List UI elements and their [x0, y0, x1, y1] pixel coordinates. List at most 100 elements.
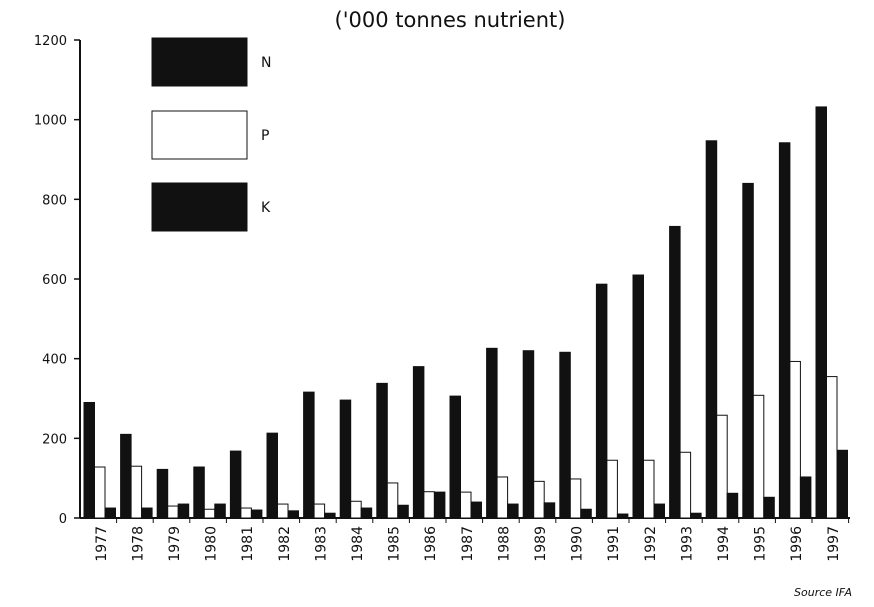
bar-n-1993 [669, 225, 681, 519]
bar-p-1986 [423, 491, 435, 519]
bar-n-1977 [83, 401, 95, 519]
bar-p-1981 [240, 507, 252, 519]
bar-k-1994 [726, 492, 739, 519]
bar-k-1997 [836, 449, 848, 519]
x-tick-label: 1990 [570, 526, 586, 562]
bar-p-1990 [569, 478, 582, 519]
bar-p-1996 [789, 360, 801, 519]
y-tick-label: 400 [42, 353, 67, 368]
source-note: Source IFA [794, 586, 852, 599]
y-tick-label: 1000 [34, 114, 67, 129]
bar-p-1985 [386, 482, 399, 519]
bar-k-1989 [543, 502, 556, 519]
x-tick-label: 1980 [204, 526, 220, 562]
bar-k-1993 [690, 512, 702, 519]
bar-n-1980 [193, 466, 205, 519]
legend-label-p: P [261, 128, 269, 144]
bar-k-1980 [214, 503, 226, 519]
bar-n-1978 [120, 433, 132, 519]
y-tick-label: 1200 [34, 34, 67, 49]
bar-p-1982 [277, 503, 289, 519]
bar-p-1988 [496, 476, 509, 519]
bar-n-1986 [412, 366, 425, 519]
x-tick-label: 1982 [277, 526, 293, 562]
bar-k-1985 [397, 504, 409, 519]
bar-n-1991 [595, 283, 608, 519]
x-tick-label: 1993 [679, 526, 695, 562]
bar-n-1987 [449, 395, 461, 519]
legend-swatch-n [151, 37, 248, 87]
bar-k-1996 [799, 476, 812, 519]
x-tick-label: 1979 [167, 526, 183, 562]
x-tick-label: 1988 [496, 526, 512, 562]
legend-swatch-p [151, 110, 248, 160]
bar-k-1990 [580, 508, 592, 519]
bar-n-1985 [376, 382, 388, 519]
x-tick-label: 1996 [789, 526, 805, 562]
x-tick-label: 1977 [94, 526, 110, 562]
bar-n-1979 [156, 468, 169, 519]
bar-k-1988 [507, 503, 519, 519]
bar-p-1987 [460, 491, 472, 519]
bar-p-1994 [716, 414, 728, 519]
bar-k-1984 [360, 507, 373, 519]
bar-p-1995 [752, 394, 765, 519]
x-tick-label: 1992 [643, 526, 659, 562]
bar-p-1979 [167, 505, 179, 519]
bar-n-1992 [632, 274, 644, 519]
y-tick-label: 0 [59, 512, 67, 527]
bar-p-1989 [533, 480, 545, 519]
bar-n-1981 [229, 450, 242, 519]
bar-p-1997 [826, 376, 838, 519]
bar-n-1988 [486, 347, 498, 519]
bar-k-1986 [433, 491, 446, 519]
y-tick-label: 800 [42, 193, 67, 208]
x-tick-label: 1981 [240, 526, 256, 562]
bar-p-1992 [643, 459, 655, 519]
bar-p-1991 [606, 459, 618, 519]
bar-p-1993 [679, 451, 692, 519]
x-tick-label: 1997 [826, 526, 842, 562]
bar-k-1982 [287, 510, 299, 519]
x-tick-label: 1983 [313, 526, 329, 562]
bar-k-1995 [763, 496, 775, 519]
chart-title: ('000 tonnes nutrient) [335, 8, 566, 32]
x-tick-label: 1984 [350, 526, 366, 562]
x-tick-label: 1978 [130, 526, 146, 562]
bar-p-1977 [94, 466, 106, 519]
plot-area: 0 200 400 600 800 1000 1200 1977 1978 1979 1980 198… [34, 34, 850, 562]
bar-k-1991 [616, 513, 629, 519]
bar-n-1994 [705, 140, 718, 519]
bar-k-1983 [324, 512, 336, 519]
bar-k-1979 [177, 503, 190, 519]
bar-p-1980 [203, 508, 216, 519]
bar-n-1983 [303, 391, 315, 519]
x-tick-label: 1987 [460, 526, 476, 562]
x-tick-label: 1991 [606, 526, 622, 562]
x-tick-label: 1986 [423, 526, 439, 562]
bar-n-1996 [778, 142, 791, 519]
bar-n-1997 [815, 106, 827, 519]
legend-label-k: K [261, 200, 271, 216]
bar-k-1981 [250, 509, 263, 519]
bar-n-1989 [522, 350, 535, 519]
bar-n-1990 [559, 351, 571, 519]
bar-n-1982 [266, 432, 278, 519]
x-tick-label: 1989 [533, 526, 549, 562]
x-tick-label: 1995 [753, 526, 769, 562]
bar-k-1992 [653, 503, 665, 519]
legend-swatch-k [151, 182, 248, 232]
x-tick-label: 1985 [387, 526, 403, 562]
legend-label-n: N [261, 55, 271, 71]
bar-n-1995 [742, 182, 754, 519]
bar-p-1984 [350, 500, 362, 519]
bar-k-1987 [470, 501, 482, 519]
bar-n-1984 [339, 399, 352, 519]
bar-k-1977 [104, 507, 116, 519]
x-tick-label: 1994 [716, 526, 732, 562]
bar-p-1978 [130, 465, 143, 519]
y-tick-label: 600 [42, 273, 67, 288]
bar-p-1983 [313, 503, 326, 519]
y-tick-label: 200 [42, 432, 67, 447]
